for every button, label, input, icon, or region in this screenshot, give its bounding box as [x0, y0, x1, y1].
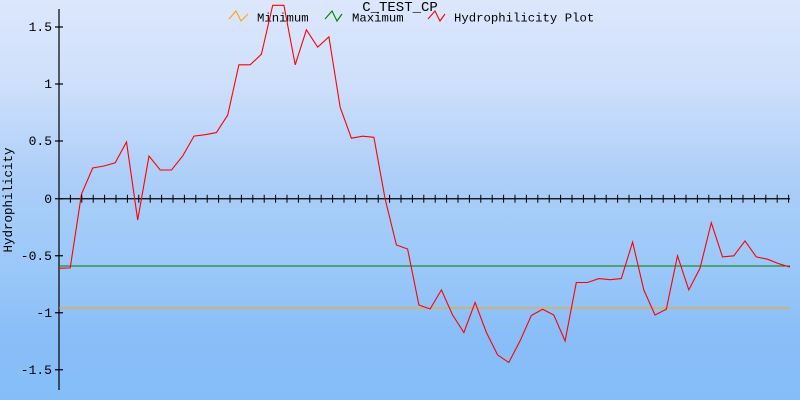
- svg-text:-0.5: -0.5: [21, 249, 52, 264]
- svg-text:Hydrophilicity Plot: Hydrophilicity Plot: [454, 12, 594, 26]
- svg-text:-1: -1: [36, 306, 52, 321]
- svg-text:1: 1: [44, 77, 52, 92]
- svg-text:Minimum: Minimum: [257, 12, 309, 26]
- svg-text:Hydrophilicity: Hydrophilicity: [2, 147, 16, 253]
- svg-text:0: 0: [44, 192, 52, 207]
- svg-text:1.5: 1.5: [29, 20, 52, 35]
- svg-text:Maximum: Maximum: [352, 12, 404, 26]
- svg-text:0.5: 0.5: [29, 134, 52, 149]
- svg-text:-1.5: -1.5: [21, 363, 52, 378]
